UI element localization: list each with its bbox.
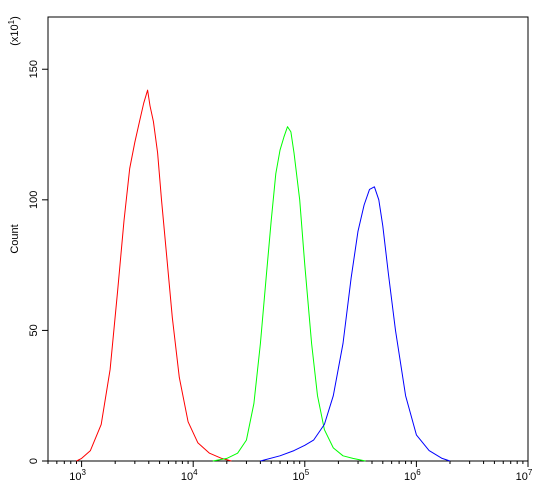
x-tick-exponent: 3 <box>81 468 86 477</box>
y-tick-label: 50 <box>28 324 40 336</box>
x-major-ticks: 103 104 105 106 107 <box>69 461 533 483</box>
x-tick-base: 10 <box>516 471 528 483</box>
y-tick-label: 100 <box>28 191 40 209</box>
x-tick-exponent: 6 <box>416 468 421 477</box>
x-tick-base: 10 <box>69 471 81 483</box>
x-tick-base: 10 <box>292 471 304 483</box>
series-line-3 <box>260 186 451 462</box>
x-tick-label: 105 <box>292 468 309 483</box>
x-minor-ticks <box>47 461 524 464</box>
y-multiplier-close: ) <box>9 16 21 20</box>
plot-frame <box>47 16 529 462</box>
x-tick-exponent: 4 <box>193 468 198 477</box>
y-tick-label: 0 <box>28 458 40 464</box>
x-tick-label: 106 <box>404 468 421 483</box>
series-group <box>76 89 451 462</box>
y-ticks: 0 50 100 150 <box>28 60 48 464</box>
x-tick-exponent: 7 <box>528 468 533 477</box>
x-tick-base: 10 <box>181 471 193 483</box>
x-tick-label: 107 <box>516 468 533 483</box>
x-tick-exponent: 5 <box>305 468 310 477</box>
series-line-2 <box>212 126 366 462</box>
x-tick-base: 10 <box>404 471 416 483</box>
y-multiplier-exponent: 1 <box>7 19 16 24</box>
x-tick-label: 104 <box>181 468 198 483</box>
y-multiplier-text: (x10 <box>9 24 21 45</box>
y-multiplier-label: (x101) <box>7 16 21 46</box>
x-tick-label: 103 <box>69 468 86 483</box>
series-line-1 <box>76 89 232 462</box>
y-axis-label: Count <box>9 224 21 253</box>
y-tick-label: 150 <box>28 60 40 78</box>
